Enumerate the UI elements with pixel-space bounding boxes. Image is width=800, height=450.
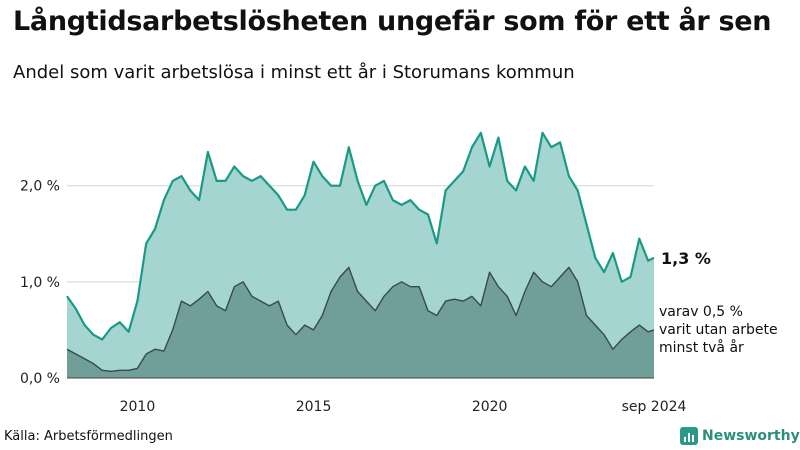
y-axis-ticks: 0,0 % 1,0 % 2,0 % [20, 179, 60, 387]
y-tick-label: 1,0 % [20, 275, 60, 291]
y-tick-label: 0,0 % [20, 371, 60, 387]
bar-chart-icon [680, 427, 698, 445]
chart-title: Långtidsarbetslösheten ungefär som för e… [13, 6, 772, 37]
series-total-line [66, 131, 655, 341]
x-tick-label: 2020 [472, 399, 508, 415]
long-end-label-line-1: varav 0,5 % [659, 304, 743, 320]
brand-name: Newsworthy [702, 428, 800, 444]
series-long-area [67, 267, 654, 378]
x-tick-label: 2015 [296, 399, 332, 415]
long-end-label-line-3: minst två år [659, 339, 744, 356]
total-end-label: 1,3 % [661, 249, 711, 268]
chart-subtitle: Andel som varit arbetslösa i minst ett å… [13, 62, 575, 83]
x-axis-ticks: 2010 2015 2020 sep 2024 [120, 399, 687, 415]
series-long-line [66, 266, 655, 372]
x-tick-label: sep 2024 [622, 399, 687, 415]
y-tick-label: 2,0 % [20, 179, 60, 195]
brand-logo: Newsworthy [680, 427, 800, 445]
long-end-label-line-2: varit utan arbete [659, 322, 778, 338]
x-tick-label: 2010 [120, 399, 156, 415]
source-note: Källa: Arbetsförmedlingen [4, 429, 173, 444]
